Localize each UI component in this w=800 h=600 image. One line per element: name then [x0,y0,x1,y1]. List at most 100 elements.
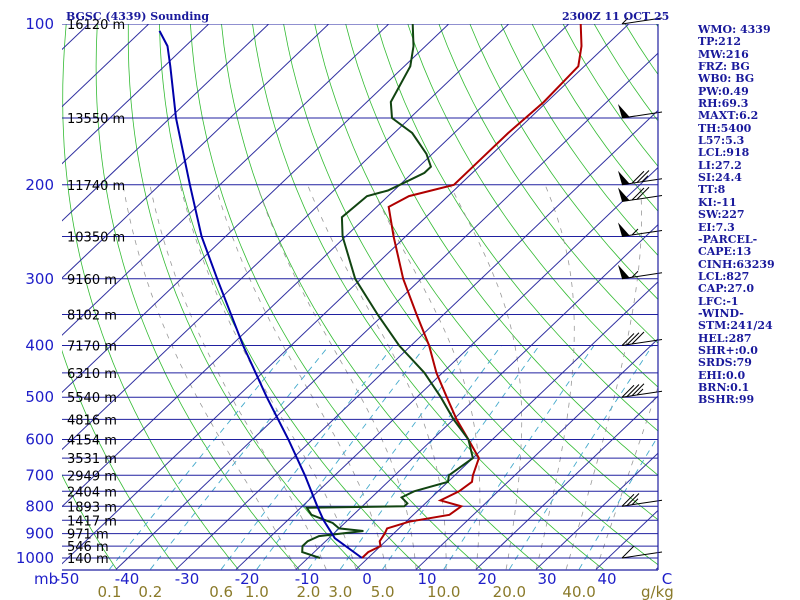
wind-barb-flag [621,333,635,346]
dry-adiabat [127,24,361,570]
dry-adiabat [407,24,658,388]
height-tick-label: 7170 m [67,340,117,355]
temperature-tick-label: -40 [115,570,140,588]
pressure-tick-label: 100 [25,15,54,33]
stat-line: KI:-11 [698,195,737,209]
stat-line: SHR+:0.0 [698,343,758,357]
height-tick-label: 13550 m [67,112,125,127]
wind-barb-halfflag [641,175,649,183]
dry-adiabat [159,24,422,570]
isotherm [235,166,658,570]
temperature-tick-label: -20 [235,570,260,588]
height-tick-label: 10350 m [67,230,125,245]
wind-barb-staff [621,499,663,507]
mixing-ratio-tick-label: 10.0 [427,583,460,600]
pressure-unit-label: mb [34,570,58,588]
moist-adiabat [149,184,327,570]
stat-line: FRZ: BG [698,60,750,74]
dry-adiabat [0,24,56,569]
mixing-ratio-tick-label: 3.0 [328,583,352,600]
chart-grid [0,24,658,570]
stat-line: SI:24.4 [698,171,742,185]
isotherm [415,338,658,570]
moist-adiabat [535,184,575,570]
mixing-ratio-tick-label: 5.0 [371,583,395,600]
stat-line: MAXT:6.2 [698,109,759,123]
pressure-tick-label: 1000 [16,549,54,567]
mixing-ratio-tick-label: 20.0 [493,583,526,600]
height-tick-label: 6310 m [67,367,117,382]
mixing-ratio-line [443,345,595,570]
mixing-ratio-line [150,345,330,570]
temperature-tick-label: 30 [537,570,556,588]
isotherm [175,109,658,570]
wind-barb-flag [636,186,650,200]
wind-barb [621,383,663,398]
height-tick-label: 971 m [67,528,109,543]
stat-line: SW:227 [698,208,745,222]
height-tick-label: 1893 m [67,500,117,515]
wind-barb [621,493,663,507]
stat-line: LI:27.2 [698,158,742,172]
height-tick-label: 8102 m [67,309,117,324]
wind-barb-halfflag [621,17,629,25]
stat-line: EHI:0.0 [698,368,746,382]
moist-adiabat [370,184,481,570]
height-tick-label: 11740 m [67,179,125,194]
mixing-ratio-line [509,345,653,570]
mixing-ratio-tick-label: 40.0 [562,583,595,600]
mixing-ratio-tick-label: 1.0 [245,583,269,600]
stat-line: BRN:0.1 [698,380,750,394]
dry-adiabat [469,24,658,300]
isotherm [62,24,210,165]
wind-barb-staff [621,551,663,559]
wind-barb [618,170,663,186]
isotherm [62,24,630,565]
stat-line: LFC:-1 [698,294,739,308]
stat-line: SRDS:79 [698,356,752,370]
wind-barb-halfflag [631,228,639,236]
height-tick-label: 546 m [67,540,109,555]
stat-line: TH:5400 [698,121,752,135]
wind-barb-halfflag [631,498,639,506]
mixing-ratio-line [256,345,427,570]
mixing-ratio-line [339,345,502,570]
stat-line: BSHR:99 [698,393,755,407]
height-tick-label: 4816 m [67,413,117,428]
wind-barb-halfflag [631,270,639,278]
pressure-tick-label: 500 [25,388,54,406]
moist-adiabat [565,184,642,570]
stat-line: HEL:287 [698,331,752,345]
temperature-tick-label: 0 [362,570,372,588]
wind-barb-flag [621,545,635,559]
mixing-ratio-line [220,345,394,570]
stat-line: EI:7.3 [698,220,735,234]
chart-series [158,24,583,559]
moist-adiabat [122,184,297,570]
wind-barb-flag [631,331,645,345]
wind-barb-pennant [618,222,630,237]
wind-barb-staff [621,195,663,203]
moist-adiabat [256,184,417,570]
dry-adiabat [62,24,239,570]
stat-line: -PARCEL- [698,232,758,246]
temperature-tick-label: -10 [295,570,320,588]
height-tick-label: 5540 m [67,391,117,406]
wind-barb [621,331,663,346]
parcel-line [158,30,363,559]
stat-line: -WIND- [698,306,744,320]
moist-adiabat [307,184,447,570]
dry-adiabat [221,24,543,570]
dry-adiabat [283,24,658,566]
mixing-ratio-line [382,345,540,570]
height-tick-label: 2949 m [67,469,117,484]
stat-line: LCL:918 [698,146,750,160]
dry-adiabat [190,24,482,570]
isotherm [62,24,270,222]
wind-barb-flag [636,170,650,183]
isotherm [62,24,330,279]
wind-barb-staff [621,390,663,398]
moist-adiabat [214,184,387,570]
height-tick-label: 140 m [67,552,109,567]
height-tick-label: 16120 m [67,18,125,33]
